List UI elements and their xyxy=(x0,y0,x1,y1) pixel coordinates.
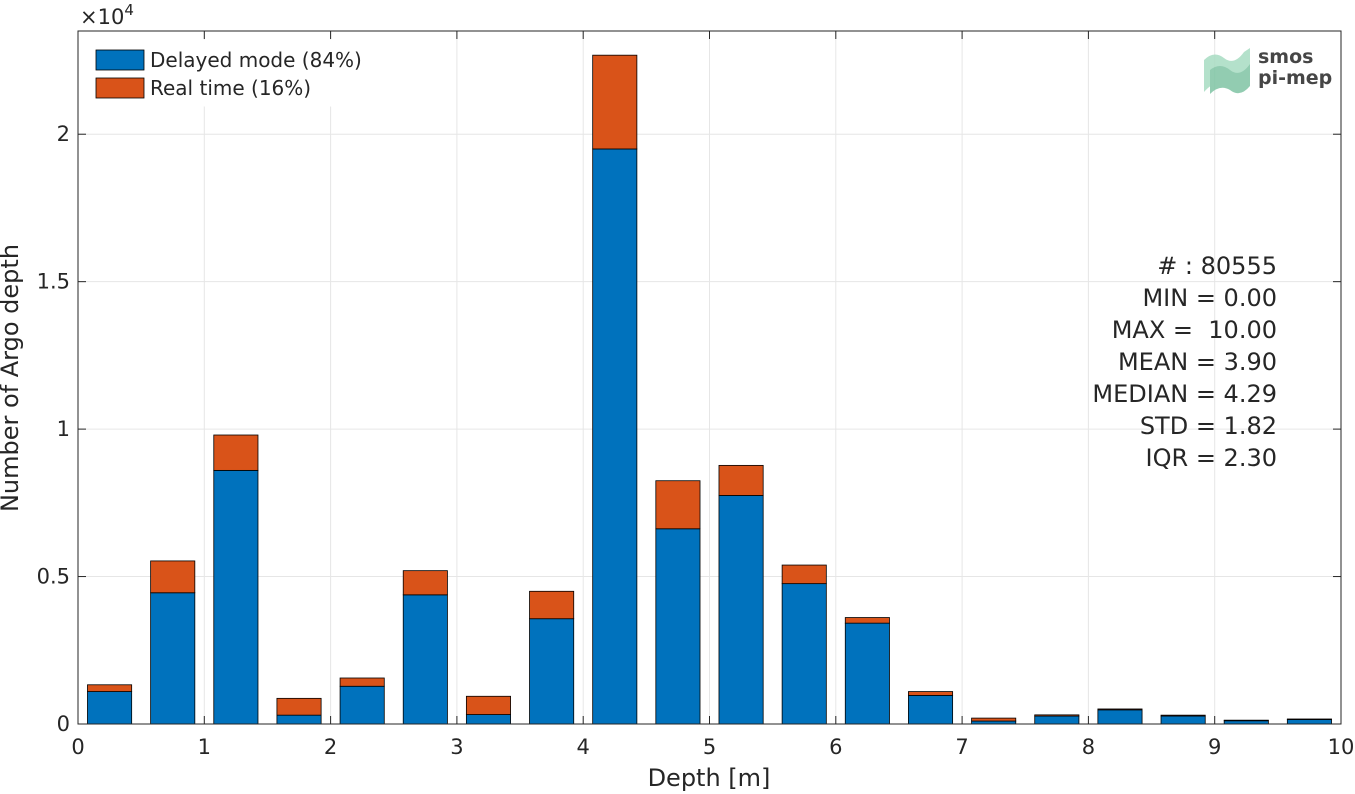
y-axis-label: Number of Argo depth xyxy=(0,244,24,512)
bar-real-time xyxy=(1034,714,1080,717)
y-tick-label: 0.5 xyxy=(37,565,70,589)
bar-real-time xyxy=(844,617,890,624)
x-tick-label: 3 xyxy=(450,735,463,759)
bar-real-time xyxy=(592,54,638,150)
x-tick-label: 5 xyxy=(703,735,716,759)
stat-median: MEDIAN = 4.29 xyxy=(1092,380,1277,408)
bar-real-time xyxy=(465,695,511,715)
x-tick-label: 10 xyxy=(1328,735,1355,759)
bar-real-time xyxy=(1097,708,1143,711)
x-tick-label: 2 xyxy=(324,735,337,759)
bar-delayed-mode xyxy=(781,583,827,725)
bar-delayed-mode xyxy=(1286,719,1332,725)
x-tick-label: 0 xyxy=(71,735,84,759)
bar-delayed-mode xyxy=(844,622,890,725)
bar-real-time xyxy=(276,697,322,716)
stat-mean: MEAN = 3.90 xyxy=(1118,348,1277,376)
stat-max: MAX = 10.00 xyxy=(1112,316,1277,344)
bar-real-time xyxy=(781,564,827,585)
legend: Delayed mode (84%) Real time (16%) xyxy=(83,39,387,107)
stat-min: MIN = 0.00 xyxy=(1142,284,1277,312)
bar-real-time xyxy=(655,480,701,530)
y-tick-label: 2 xyxy=(57,122,70,146)
bar-delayed-mode xyxy=(1160,715,1206,725)
legend-label-real-time: Real time (16%) xyxy=(150,76,311,100)
y-tick-label: 0 xyxy=(57,712,70,736)
bar-real-time xyxy=(150,560,196,594)
axis-ticks xyxy=(77,31,1342,725)
bar-real-time xyxy=(87,684,133,692)
bar-delayed-mode xyxy=(150,592,196,725)
bar-delayed-mode xyxy=(339,685,385,725)
x-tick-labels: 0 1 2 3 4 5 6 7 8 9 10 xyxy=(71,735,1354,759)
stat-count: # : 80555 xyxy=(1157,252,1277,280)
statistics-annotation: # : 80555 MIN = 0.00 MAX = 10.00 MEAN = … xyxy=(1092,252,1277,472)
bar-delayed-mode xyxy=(908,694,954,725)
x-tick-label: 4 xyxy=(577,735,590,759)
x-tick-label: 1 xyxy=(198,735,211,759)
y-tick-labels: 0 0.5 1 1.5 2 xyxy=(37,122,70,736)
legend-label-delayed-mode: Delayed mode (84%) xyxy=(150,48,362,72)
stat-iqr: IQR = 2.30 xyxy=(1146,444,1277,472)
bar-delayed-mode xyxy=(213,469,259,725)
legend-swatch-delayed-mode xyxy=(95,49,145,71)
bar-real-time xyxy=(1223,719,1269,722)
stat-std: STD = 1.82 xyxy=(1140,412,1277,440)
bar-delayed-mode xyxy=(276,714,322,725)
bar-delayed-mode xyxy=(1034,715,1080,725)
x-tick-label: 8 xyxy=(1082,735,1095,759)
bar-delayed-mode xyxy=(402,594,448,725)
logo-text-smos: smos xyxy=(1258,46,1313,68)
logo-text-pi-mep: pi-mep xyxy=(1258,67,1332,89)
bar-real-time xyxy=(213,434,259,471)
logo-wave-icon-front xyxy=(1210,64,1250,94)
bar-delayed-mode xyxy=(529,618,575,725)
bar-real-time xyxy=(908,691,954,696)
bar-real-time xyxy=(339,677,385,687)
smos-pi-mep-logo: smos pi-mep xyxy=(1204,46,1332,94)
x-tick-label: 7 xyxy=(955,735,968,759)
bar-real-time xyxy=(718,464,764,496)
bar-delayed-mode xyxy=(87,691,133,725)
bar-real-time xyxy=(1286,718,1332,720)
x-axis-label: Depth [m] xyxy=(648,764,771,792)
bar-delayed-mode xyxy=(1097,709,1143,725)
legend-swatch-real-time xyxy=(95,77,145,99)
y-tick-label: 1.5 xyxy=(37,270,70,294)
bar-real-time xyxy=(529,590,575,620)
bar-delayed-mode xyxy=(655,528,701,725)
bars xyxy=(87,54,1332,725)
bar-real-time xyxy=(402,570,448,596)
x-tick-label: 6 xyxy=(829,735,842,759)
x-tick-label: 9 xyxy=(1208,735,1221,759)
y-tick-label: 1 xyxy=(57,417,70,441)
bar-delayed-mode xyxy=(592,148,638,725)
bar-real-time xyxy=(971,717,1017,722)
bar-real-time xyxy=(1160,714,1206,717)
y-exponent-label: ×104 xyxy=(80,1,134,29)
bar-delayed-mode xyxy=(718,495,764,725)
bar-delayed-mode xyxy=(465,714,511,725)
